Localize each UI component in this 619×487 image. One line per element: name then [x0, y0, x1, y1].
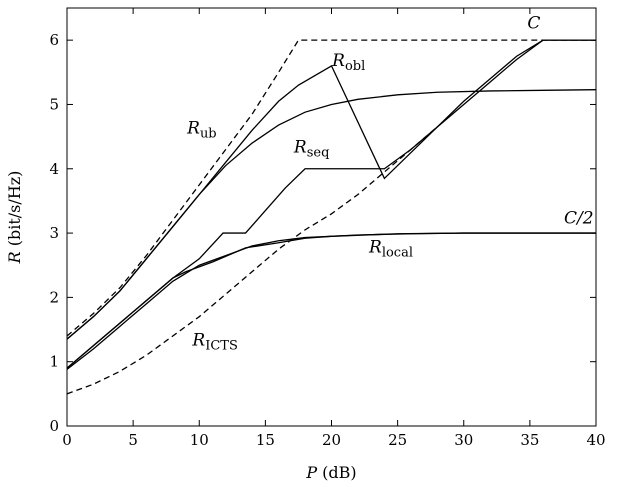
x-tick-label: 40	[586, 431, 605, 449]
series-label-seq: Rseq	[293, 138, 330, 161]
series-label-ub: Rub	[186, 118, 217, 141]
series-line-obl	[66, 89, 597, 340]
x-tick-label: 20	[322, 431, 341, 449]
y-axis-label: R (bit/s/Hz)	[5, 171, 24, 265]
series-label-C: C	[527, 14, 540, 34]
series-lines	[66, 39, 597, 395]
series-line-C	[66, 39, 596, 340]
axis-ticks: 0 5 10 15 20 25 30 35 40 0 1 2 3 4 5 6	[49, 8, 606, 449]
series-line-C2	[66, 232, 596, 369]
y-tick-label: 6	[49, 31, 59, 49]
y-tick-label: 0	[49, 417, 59, 435]
y-axis-variable: R	[5, 251, 24, 264]
series-label-C2: C/2	[564, 208, 594, 228]
series-label-icts: RICTS	[191, 331, 237, 354]
series-line-local	[66, 232, 596, 370]
x-tick-label: 0	[62, 431, 72, 449]
x-tick-label: 35	[520, 431, 539, 449]
y-tick-label: 4	[49, 160, 59, 178]
series-line-seq	[66, 39, 596, 369]
x-tick-label: 25	[388, 431, 407, 449]
y-tick-label: 2	[49, 288, 59, 306]
series-labels: Rub Robl Rseq C C/2 Rlocal RICTS	[186, 14, 593, 354]
x-axis-variable: P	[305, 463, 317, 482]
y-tick-label: 1	[49, 353, 59, 371]
x-tick-label: 30	[454, 431, 473, 449]
y-axis-unit: (bit/s/Hz)	[5, 171, 24, 252]
x-axis-label: P (dB)	[305, 463, 356, 482]
y-tick-label: 5	[49, 95, 59, 113]
x-tick-label: 15	[256, 431, 275, 449]
x-axis-unit: (dB)	[317, 463, 357, 482]
series-label-local: Rlocal	[368, 237, 413, 260]
series-label-obl: Robl	[331, 51, 365, 74]
x-tick-label: 5	[128, 431, 138, 449]
x-tick-label: 10	[190, 431, 209, 449]
y-tick-label: 3	[49, 224, 59, 242]
series-line-icts	[66, 126, 438, 395]
series-line-ub	[66, 39, 596, 337]
